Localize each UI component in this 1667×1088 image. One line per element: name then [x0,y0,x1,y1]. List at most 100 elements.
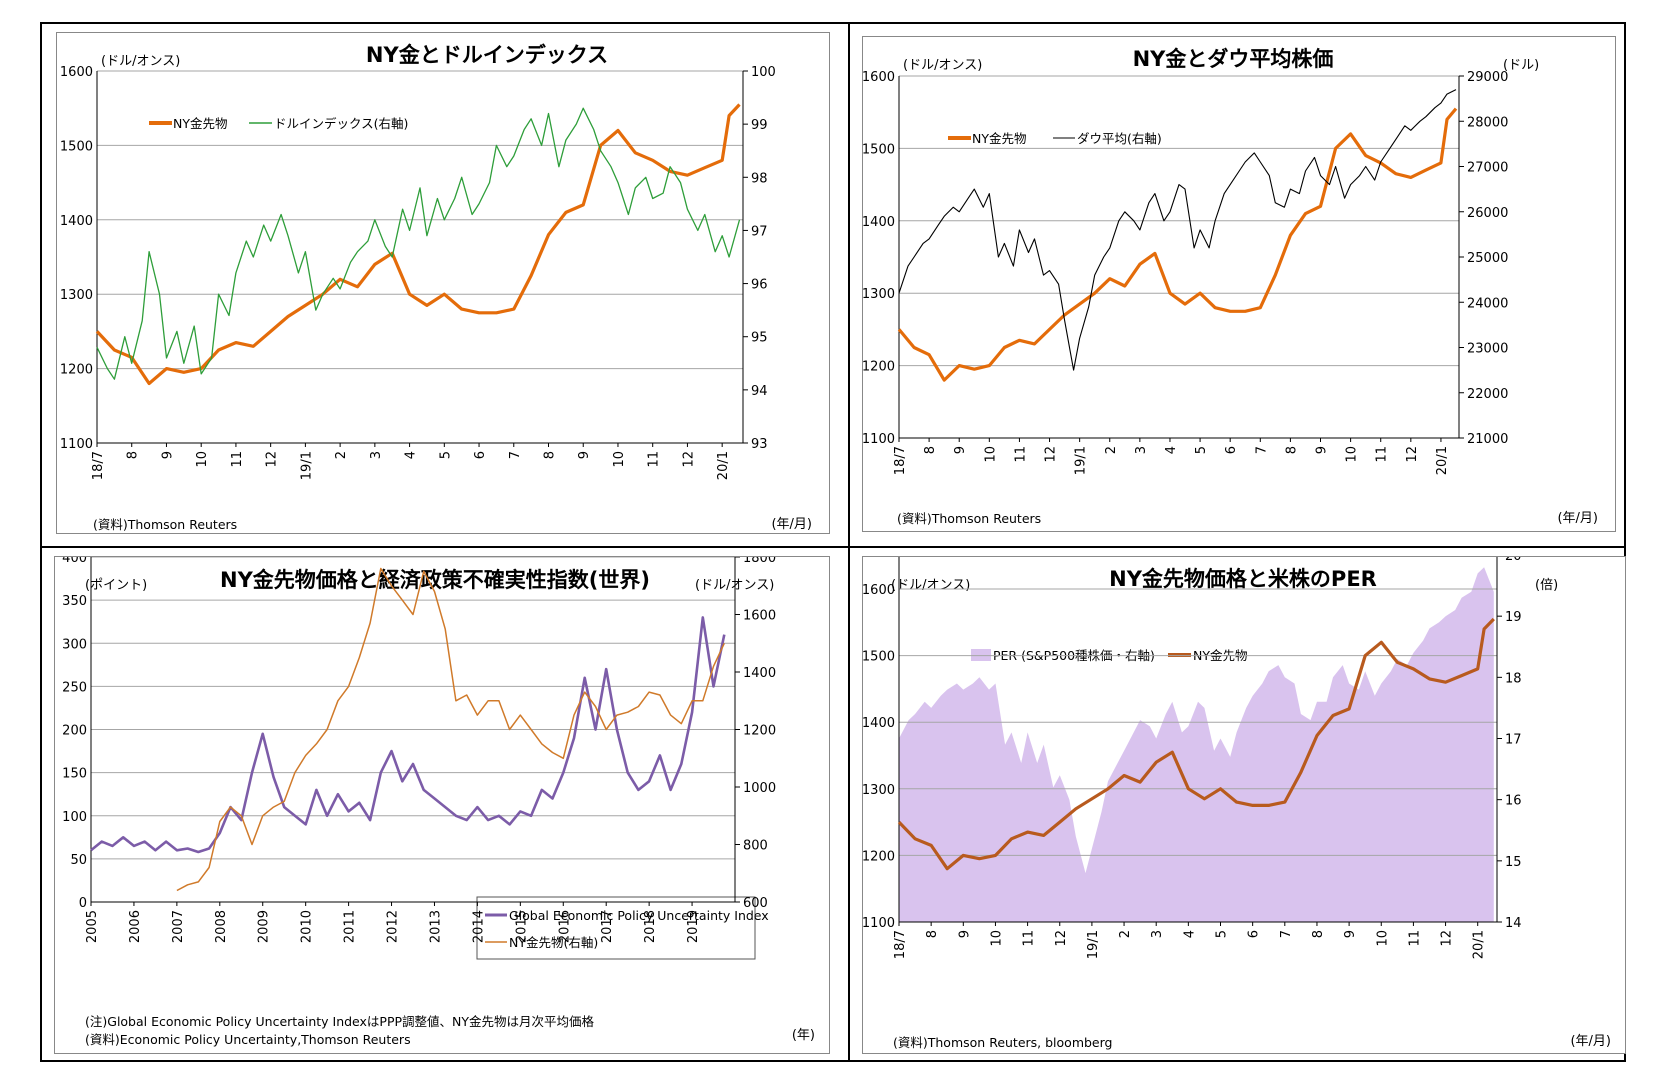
x-tick-label: 2018 [643,910,658,943]
x-tick-label: 2010 [300,910,315,943]
x-tick-label: 11 [1022,930,1037,947]
x-tick-label: 9 [1343,930,1358,938]
source-note: (資料)Thomson Reuters, bloomberg [893,1035,1112,1050]
right-tick-label: 95 [751,331,768,346]
chart-title: NY金とドルインデックス [366,43,608,67]
left-tick-label: 1200 [863,849,895,864]
right-tick-label: 1000 [743,781,776,796]
right-tick-label: 15 [1505,855,1522,870]
x-tick-label: 7 [508,451,523,459]
left-tick-label: 1100 [863,916,895,931]
right-tick-label: 16 [1505,794,1522,809]
x-tick-label: 10 [195,451,210,468]
chart-title: NY金先物価格と経済政策不確実性指数(世界) [220,568,650,592]
x-tick-label: 2008 [214,910,229,943]
right-tick-label: 1600 [743,609,776,624]
left-tick-label: 1100 [60,437,93,452]
x-tick-label: 5 [438,451,453,459]
right-tick-label: 800 [743,839,768,854]
left-tick-label: 200 [62,724,87,739]
right-tick-label: 25000 [1467,251,1508,266]
x-tick-label: 2011 [343,910,358,943]
legend-label-epu: Global Economic Policy Uncertainty Index [509,908,769,923]
chart-gold-epu: NY金先物価格と経済政策不確実性指数(世界) (ポイント) (ドル/オンス) (… [62,557,815,1047]
right-tick-label: 20 [1505,557,1522,564]
series-line-1 [90,616,726,854]
right-tick-label: 23000 [1467,342,1508,357]
x-tick-label: 4 [1182,930,1197,938]
x-tick-label: 2012 [386,910,401,943]
x-tick-label: 9 [577,451,592,459]
right-tick-label: 19 [1505,610,1522,625]
x-tick-label: 3 [1134,446,1149,454]
x-tick-label: 12 [1440,930,1455,947]
x-tick-label: 3 [369,451,384,459]
right-tick-label: 18 [1505,671,1522,686]
x-tick-label: 12 [1044,446,1059,463]
x-tick-label: 19/1 [1086,930,1101,959]
x-tick-label: 7 [1254,446,1269,454]
x-tick-label: 2006 [128,910,143,943]
right-tick-label: 94 [751,384,768,399]
x-tick-label: 18/7 [893,930,908,959]
left-tick-label: 1500 [863,650,895,665]
horizontal-divider [40,546,1626,548]
legend: NY金先物 ダウ平均(右軸) [948,131,1162,146]
x-tick-label: 5 [1194,446,1209,454]
chart-panel-gold-dollar: NY金とドルインデックス (ドル/オンス) (年/月) (資料)Thomson … [56,32,830,534]
x-tick-label: 11 [647,451,662,468]
x-tick-label: 3 [1150,930,1165,938]
left-tick-label: 1200 [863,360,895,375]
x-tick-label: 8 [126,451,141,459]
series-line-2 [176,567,725,892]
right-tick-label: 17 [1505,733,1522,748]
right-tick-label: 22000 [1467,387,1508,402]
x-tick-label: 12 [1405,446,1420,463]
x-tick-label: 10 [989,930,1004,947]
right-tick-label: 600 [743,896,768,911]
left-tick-label: 1500 [863,142,895,157]
series-line-1 [95,103,741,386]
footnote: (注)Global Economic Policy Uncertainty In… [85,1014,595,1029]
x-tick-label: 20/1 [1435,446,1450,475]
x-tick-label: 12 [1054,930,1069,947]
x-tick-label: 2 [1118,930,1133,938]
source-note: (資料)Economic Policy Uncertainty,Thomson … [85,1032,411,1047]
x-tick-label: 10 [1375,930,1390,947]
x-tick-label: 10 [612,451,627,468]
x-tick-label: 19/1 [1074,446,1089,475]
right-tick-label: 96 [751,278,768,293]
right-tick-label: 93 [751,437,768,452]
x-tick-label: 4 [404,451,419,459]
right-axis-unit: (倍) [1535,578,1558,593]
source-note: (資料)Thomson Reuters [93,517,237,532]
x-tick-label: 18/7 [893,446,908,475]
left-tick-label: 250 [62,680,87,695]
x-tick-label: 4 [1164,446,1179,454]
source-note: (資料)Thomson Reuters [897,511,1041,526]
x-axis-unit: (年/月) [771,517,812,532]
left-tick-label: 1400 [863,215,895,230]
x-tick-label: 7 [1279,930,1294,938]
right-axis-unit: (ドル) [1503,58,1539,73]
left-axis-unit: (ポイント) [85,578,147,593]
x-tick-label: 2005 [85,910,100,943]
right-tick-label: 1200 [743,724,776,739]
right-tick-label: 28000 [1467,115,1508,130]
series-line-1 [897,107,1458,382]
x-axis-unit: (年/月) [1557,511,1598,526]
figure-frame [40,22,1626,1062]
legend-box [476,896,756,960]
x-tick-label: 2014 [471,910,486,943]
x-tick-label: 11 [1375,446,1390,463]
x-tick-label: 20/1 [716,451,731,480]
left-tick-label: 300 [62,637,87,652]
x-tick-label: 9 [953,446,968,454]
right-tick-label: 99 [751,118,768,133]
left-tick-label: 1600 [863,70,895,85]
series-line-2 [898,89,1457,371]
right-tick-label: 29000 [1467,70,1508,85]
left-tick-label: 1400 [863,716,895,731]
x-tick-label: 12 [265,451,280,468]
left-tick-label: 1600 [60,65,93,80]
